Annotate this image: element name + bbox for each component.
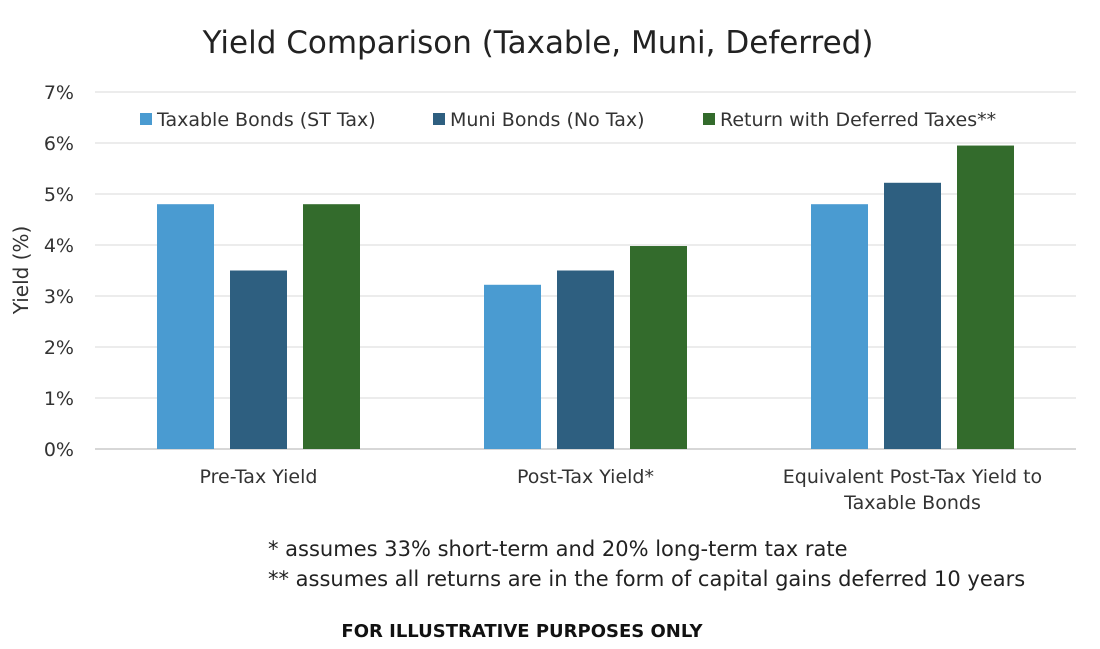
bar (303, 204, 360, 449)
bar (957, 145, 1014, 450)
y-tick-label: 7% (44, 82, 74, 104)
x-axis-categories: Pre-Tax Yield Post-Tax Yield* Equivalent P… (200, 466, 1043, 514)
legend-label: Taxable Bonds (ST Tax) (156, 109, 376, 131)
chart-title: Yield Comparison (Taxable, Muni, Deferre… (202, 25, 874, 61)
y-tick-label: 6% (44, 133, 74, 155)
bar (484, 284, 541, 449)
y-tick-label: 4% (44, 235, 74, 257)
y-tick-label: 0% (44, 439, 74, 461)
x-category-label: Post-Tax Yield* (517, 466, 654, 488)
y-tick-label: 5% (44, 184, 74, 206)
bar (630, 246, 687, 449)
x-category-label: Equivalent Post-Tax Yield to Taxable Bond… (783, 466, 1042, 514)
legend: Taxable Bonds (ST Tax) Muni Bonds (No Tax… (140, 109, 996, 131)
bars (157, 145, 1014, 450)
y-tick-label: 2% (44, 337, 74, 359)
y-axis-label: Yield (%) (9, 226, 33, 316)
bar (157, 204, 214, 449)
footnote-1: * assumes 33% short-term and 20% long-te… (268, 537, 848, 561)
legend-label: Return with Deferred Taxes** (720, 109, 996, 131)
x-category-label: Pre-Tax Yield (200, 466, 318, 488)
y-tick-label: 3% (44, 286, 74, 308)
legend-label: Muni Bonds (No Tax) (450, 109, 645, 131)
footnote-2: ** assumes all returns are in the form o… (268, 567, 1025, 591)
bar (811, 204, 868, 449)
legend-swatch (433, 113, 445, 125)
bar (884, 182, 941, 449)
legend-swatch (703, 113, 715, 125)
y-axis-ticks: 0% 1% 2% 3% 4% 5% 6% 7% (44, 82, 74, 461)
disclaimer: FOR ILLUSTRATIVE PURPOSES ONLY (341, 621, 703, 642)
legend-swatch (140, 113, 152, 125)
y-tick-label: 1% (44, 388, 74, 410)
bar (230, 270, 287, 449)
bar (557, 270, 614, 449)
